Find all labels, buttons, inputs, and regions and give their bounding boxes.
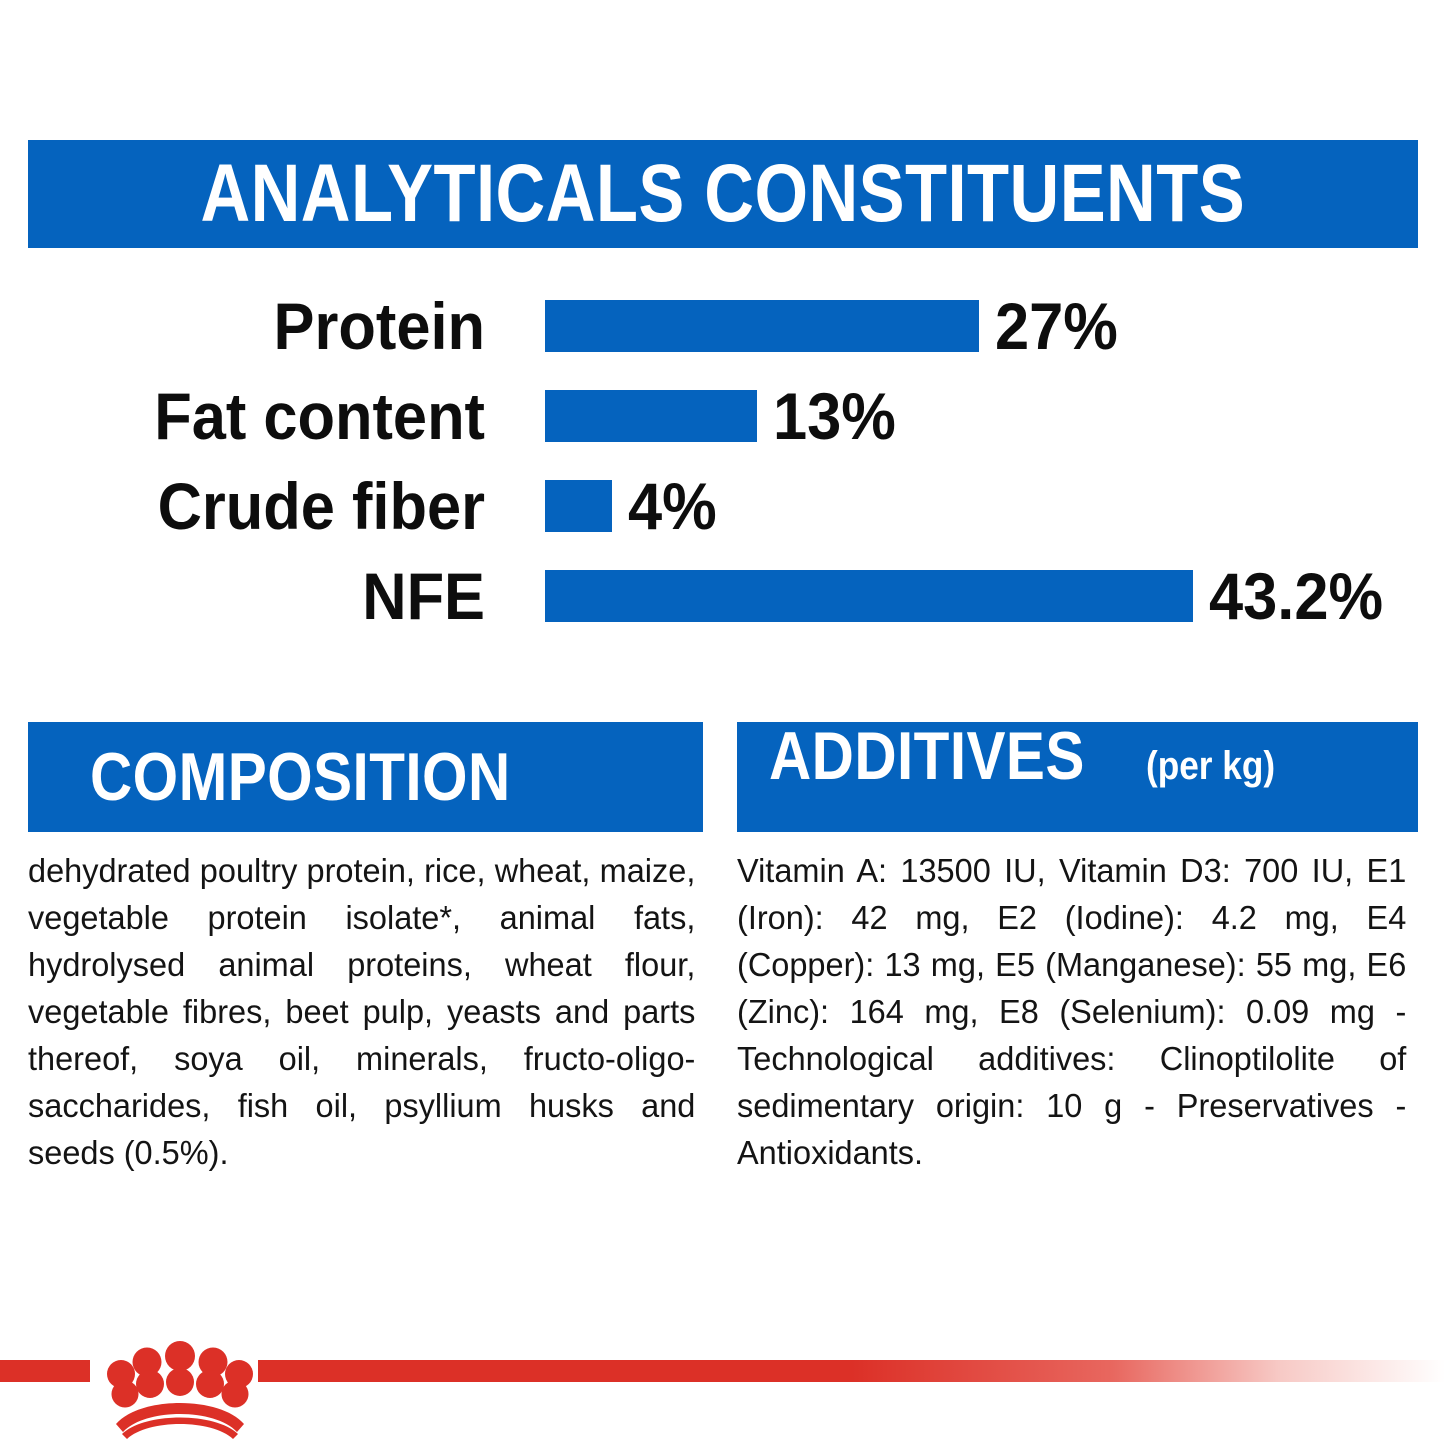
bar-value-nfe: 43.2% xyxy=(1209,559,1384,633)
bar-value-fat-content: 13% xyxy=(773,379,896,453)
bar-fill-protein xyxy=(545,300,979,352)
composition-banner: COMPOSITION xyxy=(28,722,703,832)
composition-title: COMPOSITION xyxy=(90,739,511,815)
bar-value-crude-fiber: 4% xyxy=(628,469,717,543)
analyticals-constituents-banner: ANALYTICALS CONSTITUENTS xyxy=(28,140,1418,248)
additives-title: ADDITIVES xyxy=(769,718,1085,794)
chart-row-protein: Protein 27% xyxy=(0,282,1445,370)
bar-fill-fat-content xyxy=(545,390,757,442)
bar-label-protein: Protein xyxy=(273,289,485,363)
bar-fill-nfe xyxy=(545,570,1193,622)
bar-fill-crude-fiber xyxy=(545,480,612,532)
composition-text: dehydrated poultry protein, rice, wheat,… xyxy=(28,853,696,1172)
footer-rule-right xyxy=(258,1360,1445,1382)
chart-row-nfe: NFE 43.2% xyxy=(0,552,1445,640)
bar-label-crude-fiber: Crude fiber xyxy=(157,469,485,543)
analyticals-bar-chart: Protein 27% Fat content 13% Crude fiber … xyxy=(0,282,1445,652)
bar-label-fat-content: Fat content xyxy=(154,379,485,453)
footer xyxy=(0,1340,1445,1445)
bar-value-protein: 27% xyxy=(995,289,1118,363)
analyticals-constituents-title: ANALYTICALS CONSTITUENTS xyxy=(200,148,1246,239)
chart-row-fat-content: Fat content 13% xyxy=(0,372,1445,460)
additives-banner: ADDITIVES (per kg) xyxy=(737,722,1418,832)
bar-label-nfe: NFE xyxy=(362,559,485,633)
additives-text: Vitamin A: 13500 IU, Vitamin D3: 700 IU,… xyxy=(737,853,1407,1172)
royal-canin-crown-icon xyxy=(107,1341,253,1439)
footer-rule-left xyxy=(0,1360,90,1382)
chart-row-crude-fiber: Crude fiber 4% xyxy=(0,462,1445,550)
additives-subtitle: (per kg) xyxy=(1146,744,1276,788)
